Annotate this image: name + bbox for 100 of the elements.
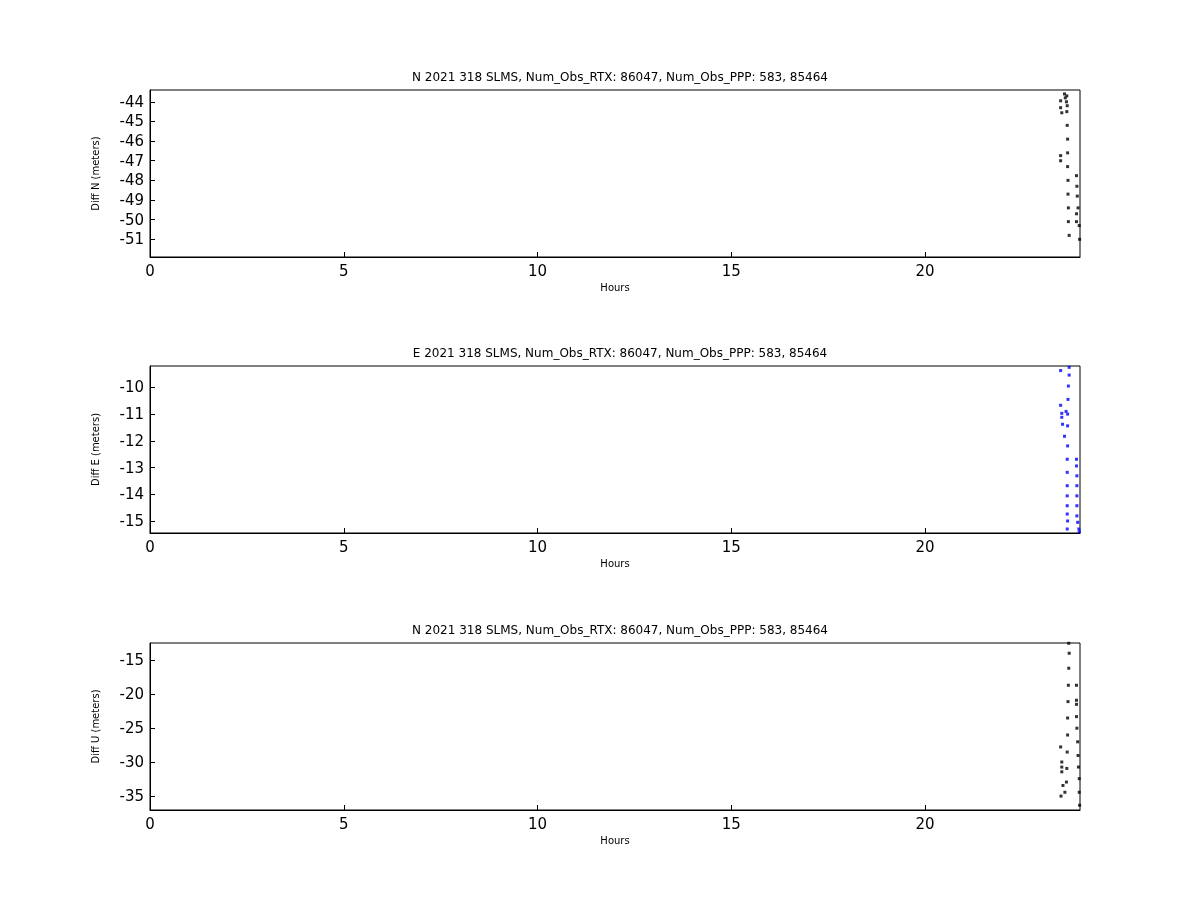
point [1065, 504, 1069, 508]
point [1077, 530, 1081, 534]
y-tick-label: -15 [119, 511, 144, 530]
point [1066, 192, 1070, 196]
point [1065, 484, 1069, 488]
y-tick-label: -10 [119, 378, 144, 397]
point [1059, 106, 1063, 110]
y-tick-label: -30 [119, 753, 144, 772]
point [1061, 422, 1065, 426]
x-tick-label: 15 [721, 537, 741, 556]
point [1076, 206, 1080, 210]
point [1075, 702, 1079, 706]
point [1066, 733, 1070, 737]
x-axis-title: Hours [600, 282, 630, 294]
point [1065, 512, 1069, 516]
y-tick-label: -46 [119, 132, 144, 151]
y-tick-label: -45 [119, 112, 144, 131]
point [1066, 683, 1070, 687]
point [1065, 527, 1069, 531]
point [1059, 794, 1063, 798]
point [1059, 745, 1063, 749]
x-tick-label: 5 [338, 261, 349, 280]
y-tick-label: -15 [119, 651, 144, 670]
x-tick-label: 20 [915, 261, 935, 280]
point [1065, 110, 1069, 114]
point [1066, 716, 1070, 720]
x-tick-label: 20 [915, 814, 935, 833]
point [1075, 683, 1079, 687]
point [1061, 783, 1065, 787]
point [1066, 220, 1070, 224]
y-tick-label: -11 [119, 405, 144, 424]
point [1077, 224, 1081, 228]
point [1059, 369, 1063, 373]
y-tick-label: -49 [119, 191, 144, 210]
x-tick-label: 0 [145, 814, 155, 833]
point [1066, 700, 1070, 704]
point [1065, 123, 1069, 127]
point [1075, 457, 1079, 461]
point [1078, 237, 1082, 241]
point [1064, 780, 1068, 784]
point [1078, 803, 1082, 807]
point [1060, 765, 1064, 769]
y-tick-label: -47 [119, 151, 144, 170]
point [1066, 397, 1070, 401]
point [1076, 765, 1080, 769]
point [1063, 790, 1067, 794]
point [1065, 494, 1069, 498]
chart-title: E 2021 318 SLMS, Num_Obs_RTX: 86047, Num_Obs_PPP: 583, 85464 [412, 346, 828, 360]
point [1067, 233, 1071, 237]
y-axis-title: Diff N (meters) [89, 136, 101, 211]
point [1064, 409, 1068, 413]
y-tick-label: -51 [119, 230, 144, 249]
y-tick-label: -48 [119, 171, 144, 190]
x-axis-title: Hours [600, 835, 630, 847]
point [1075, 464, 1079, 468]
chart-title: N 2021 318 SLMS, Num_Obs_RTX: 86047, Num_Obs_PPP: 583, 85464 [412, 70, 828, 84]
point [1066, 206, 1070, 210]
y-tick-label: -14 [119, 485, 144, 504]
point [1075, 184, 1079, 188]
point [1075, 698, 1079, 702]
point [1063, 434, 1066, 438]
point [1077, 777, 1081, 781]
point [1060, 415, 1064, 419]
point [1076, 520, 1080, 524]
point [1077, 790, 1081, 794]
x-axis-title: Hours [600, 558, 630, 570]
y-tick-label: -35 [119, 787, 144, 806]
point [1077, 527, 1081, 531]
point [1075, 726, 1079, 730]
point [1065, 104, 1069, 108]
point [1075, 194, 1079, 198]
x-tick-label: 0 [145, 537, 155, 556]
point [1060, 770, 1064, 774]
y-tick-label: -12 [119, 431, 144, 450]
point [1067, 666, 1071, 670]
point [1060, 411, 1064, 415]
point [1060, 111, 1064, 115]
y-tick-label: -50 [119, 210, 144, 229]
point [1075, 212, 1079, 216]
point [1059, 159, 1063, 163]
point [1075, 504, 1079, 508]
x-tick-label: 5 [338, 537, 349, 556]
point [1066, 384, 1070, 388]
point [1076, 753, 1080, 757]
x-tick-label: 15 [721, 261, 741, 280]
point [1075, 514, 1079, 518]
x-tick-label: 10 [527, 537, 548, 556]
y-tick-label: -13 [119, 458, 144, 477]
point [1075, 494, 1079, 498]
point [1066, 444, 1070, 448]
point [1067, 651, 1071, 655]
x-tick-label: 10 [527, 814, 548, 833]
y-axis-title: Diff U (meters) [89, 689, 101, 764]
point [1075, 484, 1079, 488]
point [1066, 412, 1070, 416]
y-tick-label: -44 [119, 92, 144, 111]
point [1065, 766, 1069, 770]
point [1065, 457, 1069, 461]
x-tick-label: 15 [721, 814, 741, 833]
point [1075, 174, 1079, 178]
